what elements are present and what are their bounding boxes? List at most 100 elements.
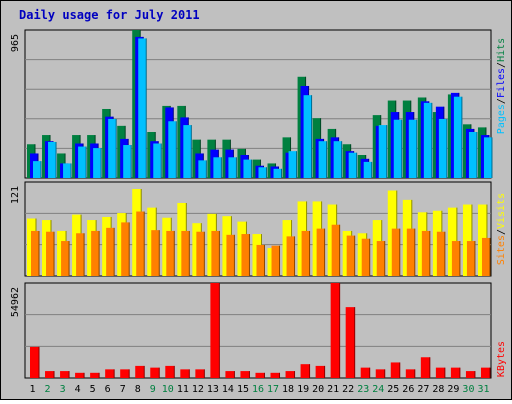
bar-pages: [138, 38, 147, 178]
legend-sites: Sites: [496, 235, 507, 265]
bar-pages: [438, 118, 447, 178]
bar-sites: [31, 230, 39, 276]
x-tick-label: 14: [222, 384, 234, 395]
bar-pages: [93, 148, 102, 178]
bar-sites: [391, 228, 400, 276]
x-tick-label: 8: [135, 384, 141, 395]
bar-kbytes: [225, 371, 235, 378]
bar-kbytes: [60, 371, 70, 378]
bar-sites: [196, 231, 205, 276]
x-tick-label: 25: [387, 384, 399, 395]
bar-sites: [211, 230, 220, 276]
x-tick-label: 31: [477, 384, 489, 395]
bar-sites: [256, 244, 265, 276]
x-tick-label: 13: [207, 384, 219, 395]
bar-pages: [273, 168, 282, 178]
y-max-label-panel-1: 965: [10, 34, 21, 52]
bar-sites: [151, 230, 160, 276]
bar-kbytes: [480, 367, 490, 378]
bar-pages: [288, 151, 297, 178]
bar-pages: [318, 141, 327, 178]
bar-sites: [451, 241, 460, 276]
y-max-label-panel-3: 54962: [10, 287, 21, 317]
bar-kbytes: [195, 369, 205, 378]
bar-sites: [301, 230, 310, 276]
legend-pages: Pages: [496, 104, 507, 134]
x-tick-label: 20: [312, 384, 324, 395]
y-max-label-panel-2: 121: [10, 186, 21, 204]
bar-sites: [106, 227, 115, 276]
bar-sites: [436, 231, 445, 276]
bar-pages: [483, 137, 492, 178]
bar-kbytes: [165, 365, 175, 378]
x-tick-label: 16: [252, 384, 264, 395]
x-tick-label: 7: [120, 384, 126, 395]
legend-files: Files: [496, 68, 507, 98]
bar-kbytes: [240, 371, 250, 378]
x-tick-label: 1: [30, 384, 36, 395]
bar-pages: [228, 157, 237, 178]
x-tick-label: 22: [342, 384, 354, 395]
bar-sites: [361, 238, 370, 276]
bar-pages: [453, 96, 462, 178]
bar-kbytes: [345, 307, 355, 378]
bar-sites: [271, 245, 280, 276]
legend-visits-sites: Sites/Visits: [496, 193, 507, 265]
bar-sites: [46, 231, 55, 276]
bar-sites: [331, 224, 340, 276]
bar-kbytes: [135, 365, 145, 378]
x-tick-label: 2: [45, 384, 51, 395]
bar-kbytes: [255, 372, 265, 378]
bar-kbytes: [45, 371, 55, 378]
bar-sites: [181, 230, 190, 276]
bar-kbytes: [105, 369, 115, 378]
x-tick-label: 27: [417, 384, 429, 395]
bar-pages: [303, 95, 312, 178]
bar-pages: [123, 145, 132, 178]
bar-pages: [48, 141, 57, 178]
x-tick-label: 26: [402, 384, 414, 395]
bar-pages: [198, 160, 207, 178]
bar-kbytes: [390, 362, 400, 378]
x-tick-label: 17: [267, 384, 279, 395]
bar-pages: [78, 146, 87, 178]
x-tick-label: 19: [297, 384, 309, 395]
bar-kbytes: [330, 283, 340, 378]
bar-pages: [33, 161, 41, 178]
bar-visits: [462, 204, 472, 276]
bar-pages: [153, 143, 162, 178]
bar-kbytes: [150, 367, 160, 378]
bar-pages: [378, 125, 387, 178]
bar-kbytes: [405, 369, 415, 378]
bar-kbytes: [465, 371, 475, 378]
x-tick-label: 11: [177, 384, 189, 395]
x-tick-label: 9: [150, 384, 156, 395]
bar-kbytes: [315, 365, 325, 378]
bar-sites: [121, 222, 130, 276]
bar-pages: [168, 121, 177, 178]
x-tick-label: 3: [60, 384, 66, 395]
bar-pages: [258, 167, 267, 178]
bar-pages: [393, 119, 402, 178]
x-tick-label: 21: [327, 384, 339, 395]
bar-kbytes: [360, 367, 370, 378]
x-tick-label: 6: [105, 384, 111, 395]
bar-sites: [61, 241, 70, 276]
x-tick-label: 5: [90, 384, 96, 395]
bar-kbytes: [300, 364, 310, 378]
bar-sites: [376, 241, 385, 276]
bar-sites: [136, 211, 145, 276]
bar-sites: [346, 235, 355, 276]
legend-sep: /: [496, 62, 507, 68]
bar-kbytes: [180, 369, 190, 378]
legend-kbytes-panel: KBytes: [496, 341, 507, 377]
bar-pages: [63, 163, 72, 178]
bar-sites: [316, 228, 325, 276]
bar-sites: [466, 241, 475, 276]
bar-pages: [183, 125, 192, 178]
bar-pages: [363, 161, 372, 178]
bar-pages: [243, 159, 252, 178]
bar-kbytes: [75, 372, 85, 378]
